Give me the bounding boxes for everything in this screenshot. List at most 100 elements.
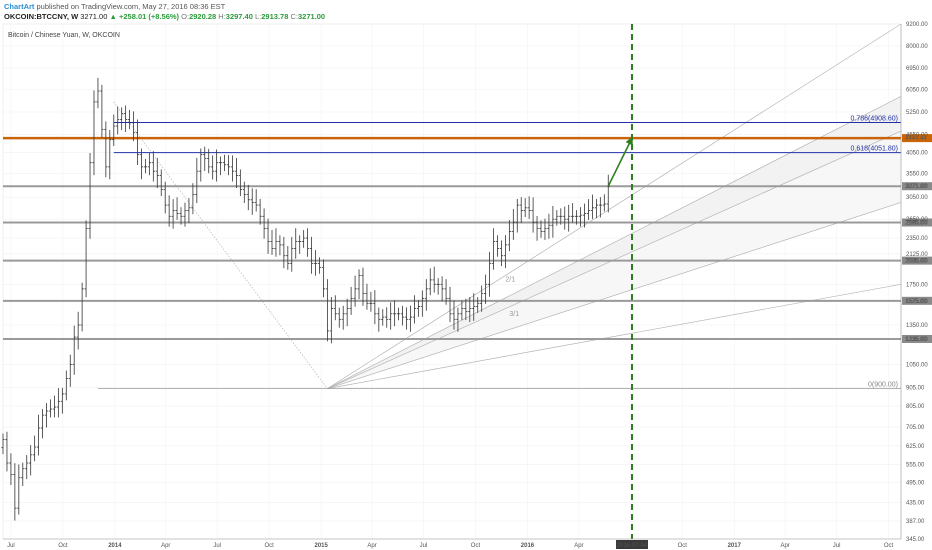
candle [262,208,266,239]
candle [155,157,159,188]
candle [381,309,385,326]
candle [578,207,583,227]
publish-info: published on TradingView.com, May 27, 20… [36,2,226,11]
candle [135,119,140,166]
candle [52,395,57,418]
candle [171,199,175,229]
candle [547,213,551,239]
price-tick-label: 9200.00 [906,22,928,28]
candle [567,204,571,232]
candle [484,274,488,304]
candle [543,218,547,240]
candle [207,148,211,174]
price-tick-label: 4550.00 [906,132,928,138]
candle [582,203,587,228]
candle [274,228,278,257]
candle [365,283,369,310]
candle [539,220,543,238]
candle [396,307,401,321]
candle [250,188,254,215]
candle [195,157,199,203]
candle [531,197,535,233]
chart-header: ChartArt published on TradingView.com, M… [0,0,932,22]
candle [76,311,80,350]
candle [40,408,45,439]
candle [432,266,436,293]
candle [424,279,428,311]
candle [234,157,239,188]
time-tick-label: 2015 [314,543,328,549]
publish-line: ChartArt published on TradingView.com, M… [4,2,225,11]
candle [393,300,397,327]
candle [48,399,53,418]
author-link[interactable]: ChartArt [4,2,35,11]
candle [60,387,64,414]
candle [563,206,567,230]
candle [337,307,341,328]
candle [108,129,112,180]
candle [594,198,598,219]
candle [341,305,345,330]
candle [464,298,468,321]
plot-area[interactable] [2,23,902,540]
candle [400,305,405,326]
price-tick-label: 1050.00 [906,362,928,368]
symbol-label: OKCOIN:BTCCNY, W [4,12,79,21]
candle [448,286,452,323]
high-value: 3297.40 [225,12,253,21]
candle [13,463,17,521]
candle [131,111,136,142]
time-tick-label: Oct [58,543,68,549]
candle [369,291,373,312]
fan-line [327,202,902,389]
candle [298,235,302,254]
candle [491,228,496,270]
candle [349,286,353,315]
candle [290,236,294,272]
price-tick-label: 3271.00 [906,184,928,190]
candle [258,198,262,225]
candle [282,236,286,269]
candle [586,199,591,220]
candle [226,155,231,176]
time-tick-label: Apr [161,543,170,549]
time-axis[interactable]: Jul Oct 2014 Apr Jul Oct 2015 Apr Jul Oct 2016 Apr J… [7,540,894,549]
candle [64,370,68,401]
price-tick-label: 1575.00 [906,299,928,305]
price-tick-label: 705.00 [906,425,925,431]
candle [21,462,25,487]
candle [456,307,460,332]
level-tag [902,334,932,343]
fib-label: 0.786(4908.60) [851,116,898,123]
level-tag [902,182,932,191]
candle [559,208,563,225]
candle [124,105,128,133]
price-tick-label: 1235.00 [906,337,928,343]
candle [183,202,187,227]
candle [246,184,250,211]
price-tick-label: 2350.00 [906,236,928,242]
time-tick-label: Apr [780,543,789,549]
time-tick-label: Jul [833,543,841,549]
candle [404,307,409,330]
price-axis[interactable]: 9200.00 8000.00 6950.00 6050.00 5250.00 4550.… [906,22,928,543]
candle [373,290,377,325]
candle [215,149,219,182]
time-tick-label: 2016 [521,543,535,549]
candle [147,152,151,176]
price-change: ▲ +258.01 (+8.56%) [109,12,180,21]
candle [440,276,444,302]
gann-ratio-label: 3/1 [509,311,519,318]
candle [317,257,322,274]
candle [266,218,270,254]
fib-label: 0.618(4051.80) [851,146,898,153]
candle [357,269,361,300]
close-label: C: [290,12,298,21]
target-date-tag [615,540,648,549]
candle [575,210,579,225]
candle [495,235,500,257]
candle [309,236,314,274]
candle [420,290,424,317]
price-tick-label: 1350.00 [906,323,928,329]
